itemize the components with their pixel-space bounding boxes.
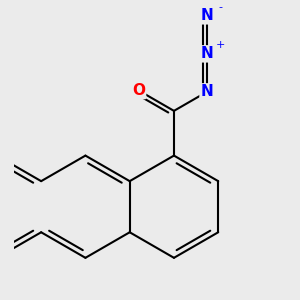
Text: +: + [216, 40, 225, 50]
Text: N: N [200, 46, 213, 61]
Text: N: N [200, 8, 213, 23]
Text: O: O [132, 83, 145, 98]
Text: -: - [219, 2, 223, 12]
Text: N: N [200, 84, 213, 99]
